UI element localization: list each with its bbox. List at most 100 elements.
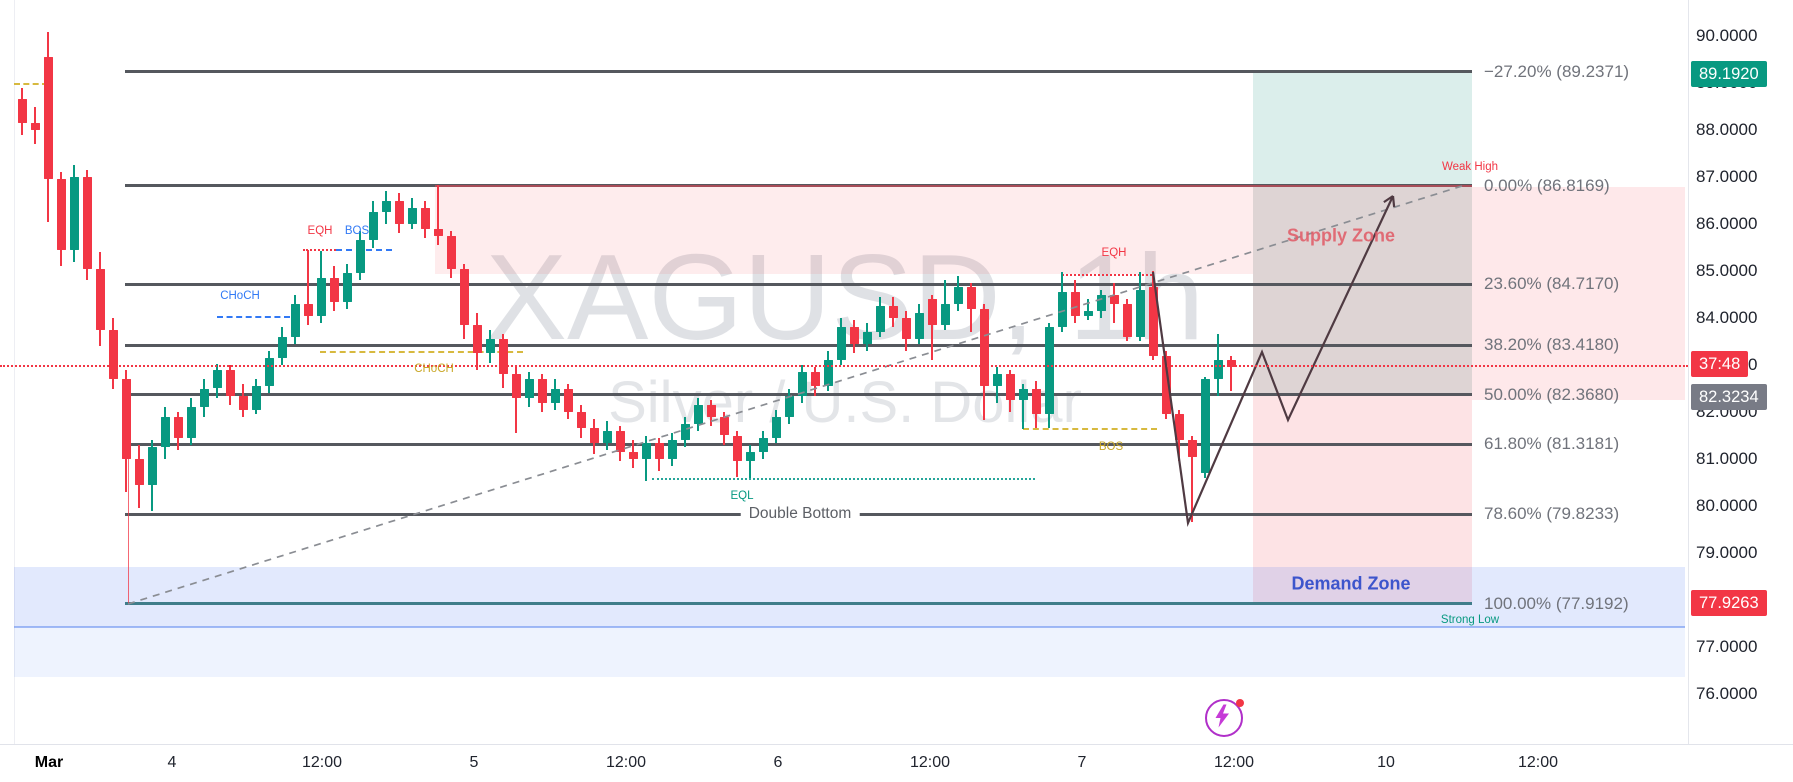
candle-down [437,185,439,246]
fib-label--27.20%: −27.20% (89.2371) [1484,61,1630,81]
eql-line-teal [652,478,1035,480]
fib-line-38.20% [125,343,1472,347]
label-eqh-red-1[interactable]: EQH [307,225,333,237]
fib-label-38.20%: 38.20% (83.4180) [1484,335,1620,355]
time-tick-4[interactable]: 4 [167,754,177,771]
candle-up-body [69,177,79,250]
candle-up [749,444,751,478]
candle-down-body [1122,303,1132,337]
candle-up-body [641,442,651,459]
time-tick-7[interactable]: 7 [1077,754,1087,771]
candle-up-body [862,332,872,344]
candle-down-body [121,379,131,459]
candle-up-body [381,200,391,213]
label-eql-teal[interactable]: EQL [730,490,754,502]
time-tick-Mar[interactable]: Mar [34,754,64,771]
time-tick-5[interactable]: 5 [469,754,479,771]
candle-up [1087,299,1089,321]
chart-pane[interactable]: XAGUSD, 1h Silver / U.S. Dollar −27.20% … [0,0,1688,744]
label-weak-high[interactable]: Weak High [1441,161,1499,173]
candle-down-body [537,379,547,403]
month-separator-line [14,0,15,744]
time-tick-12:00[interactable]: 12:00 [1517,754,1559,771]
time-tick-12:00[interactable]: 12:00 [909,754,951,771]
time-tick-10[interactable]: 10 [1377,754,1395,771]
candle-down-body [1187,440,1197,457]
candle-up-body [758,437,768,452]
candle-up-body [992,374,1002,387]
candle-up-body [212,369,222,389]
time-tick-12:00[interactable]: 12:00 [301,754,343,771]
candle-down-body [966,287,976,309]
price-tick: 81.0000 [1696,449,1758,468]
fib-line-100.00% [125,602,1472,606]
candle-down-body [394,200,404,224]
label-demand-zone[interactable]: Demand Zone [1291,573,1411,594]
candle-up-body [784,395,794,417]
supply-top-border [435,185,1472,188]
candle-up-body [290,303,300,337]
candle-down-body [719,416,729,436]
label-choch-yellow[interactable]: CHoCH [414,363,454,375]
time-tick-6[interactable]: 6 [773,754,783,771]
price-tick: 84.0000 [1696,308,1758,327]
price-tick: 79.0000 [1696,543,1758,562]
price-badge-target: 89.1920 [1691,61,1767,87]
price-tick: 86.0000 [1696,214,1758,233]
label-choch-blue[interactable]: CHoCH [220,290,260,302]
candle-down-body [17,99,27,123]
price-axis[interactable]: 90.000089.000088.000087.000086.000085.00… [1688,0,1793,744]
candle-down-body [732,435,742,462]
price-tick: 76.0000 [1696,684,1758,703]
candle-down-body [1148,287,1158,356]
candle-down-body [849,327,859,344]
candle-up-body [1018,388,1028,401]
candle-up-body [264,357,274,387]
demand-mid-line [14,626,1685,628]
fib-label-100.00%: 100.00% (77.9192) [1484,593,1629,613]
candle-up-body [1200,379,1210,474]
candle-up-body [940,303,950,326]
label-strong-low[interactable]: Strong Low [1440,614,1500,626]
candle-up-body [160,416,170,448]
candle-down-body [654,442,664,459]
candle-down-body [82,177,92,269]
candle-down-body [173,416,183,438]
candle-down-body [472,325,482,354]
label-eqh-red-2[interactable]: EQH [1101,247,1127,259]
fib-label-0.00%: 0.00% (86.8169) [1484,175,1610,195]
label-bos-yellow[interactable]: BOS [1098,441,1124,453]
candle-down-body [95,268,105,330]
candle-up-body [368,212,378,241]
candle-down-body [1109,294,1119,304]
label-double-bottom[interactable]: Double Bottom [740,504,860,524]
demand-zone-upper [14,567,1685,627]
candle-up-body [524,379,534,398]
candle-down-body [1174,414,1184,441]
label-bos-blue[interactable]: BOS [344,225,370,237]
candle-down-body [303,303,313,316]
candle-up-body [342,273,352,302]
label-supply-zone[interactable]: Supply Zone [1287,225,1395,246]
candle-down-body [108,329,118,380]
candle-down-body [30,122,40,130]
candle-up-body [745,451,755,462]
candle-up-body [147,447,157,485]
candle-up-body [199,388,209,408]
candle-up-body [1044,327,1054,415]
time-axis[interactable]: Mar 4 12:00 5 12:00 6 12:00 7 12:00 10 12:00 [0,744,1793,782]
demand-zone-lower [14,627,1685,677]
countdown-badge: 37:48 [1691,351,1749,377]
time-tick-12:00[interactable]: 12:00 [1213,754,1255,771]
time-tick-12:00[interactable]: 12:00 [605,754,647,771]
candle-down-body [1005,374,1015,401]
fib-line-61.80% [125,442,1472,446]
candle-down-body [563,388,573,412]
candle-down-body [1070,292,1080,316]
candle-down-body [498,339,508,375]
fib-line--27.20% [125,70,1472,74]
boost-icon[interactable] [1205,699,1244,737]
candle-up-body [1213,360,1223,380]
candle-up-body [771,416,781,438]
